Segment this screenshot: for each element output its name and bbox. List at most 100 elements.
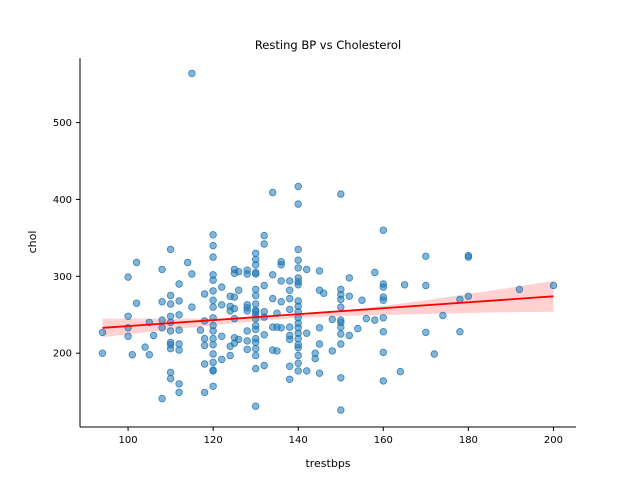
data-point [549,281,558,290]
data-point [273,347,281,355]
data-point [294,334,302,343]
data-point [124,312,132,320]
data-point [188,270,196,278]
data-point [251,249,260,257]
data-point [175,380,183,388]
data-point [358,296,366,304]
data-point [209,231,217,239]
data-point [234,286,243,294]
data-point [234,335,243,344]
data-point [188,69,196,78]
data-point [430,350,438,358]
data-point [209,358,217,367]
data-point [345,292,353,300]
data-point [98,349,107,357]
data-point [209,253,217,261]
data-point [286,335,294,344]
data-point [251,325,260,334]
data-point [379,283,387,291]
data-point [188,303,196,311]
data-point [277,261,285,269]
data-point [260,331,268,339]
data-point [209,382,217,390]
data-point [230,304,239,313]
data-point [158,298,166,306]
x-ticks: 100 120 140 160 180 200 [119,427,563,446]
data-point [175,340,183,348]
data-point [260,240,268,248]
data-point [166,312,175,320]
data-point [183,258,192,267]
data-point [217,355,226,364]
data-point [315,340,324,348]
data-point [315,369,324,377]
data-point [294,182,302,191]
data-point [128,351,136,359]
data-point [337,330,345,338]
data-point [269,271,277,279]
data-point [251,291,260,300]
fit-line-layer [102,295,554,329]
data-point [209,334,217,343]
data-point [166,368,175,377]
data-point [149,331,158,340]
data-point [260,361,268,370]
data-point [251,351,260,360]
data-point [243,345,251,354]
data-point [515,285,524,294]
data-point [200,388,209,397]
data-point [286,277,294,285]
data-point [422,252,430,260]
data-point [354,324,362,333]
data-point [422,328,430,337]
data-point [320,289,328,297]
data-point [251,338,260,347]
data-point [286,323,294,331]
data-point [209,341,217,349]
data-point [209,241,217,250]
data-point [294,367,302,375]
y-tick-label: 500 [53,118,72,129]
data-point [294,256,302,264]
data-point [200,341,209,350]
data-point [464,292,473,300]
data-point [251,344,260,353]
data-point [379,226,387,234]
data-point [132,299,141,307]
data-point [209,367,217,375]
data-point [124,273,132,281]
data-point [286,305,294,314]
data-point [209,327,217,335]
data-point [456,295,464,304]
data-point [294,281,302,289]
data-point [362,314,370,323]
data-point [379,296,387,304]
data-point [251,300,260,308]
data-point [379,314,387,322]
data-point [286,375,294,383]
regression-line [102,295,554,329]
data-point [260,231,268,240]
data-point [379,348,387,357]
data-point [337,190,345,198]
data-point [379,377,387,385]
data-point [286,286,294,294]
data-point [158,394,166,403]
y-axis-label: chol [26,231,39,254]
x-tick-label: 180 [459,435,478,446]
data-point [328,315,336,324]
data-point [345,331,353,340]
data-point [158,265,166,274]
data-point [175,388,183,397]
data-point [251,364,260,373]
data-point [294,344,302,352]
data-point [277,277,285,285]
data-point [200,290,209,298]
data-point [464,253,473,261]
data-point [209,287,217,295]
data-point [422,281,430,290]
data-point [439,311,447,320]
data-point [145,351,153,359]
data-point [98,328,107,337]
